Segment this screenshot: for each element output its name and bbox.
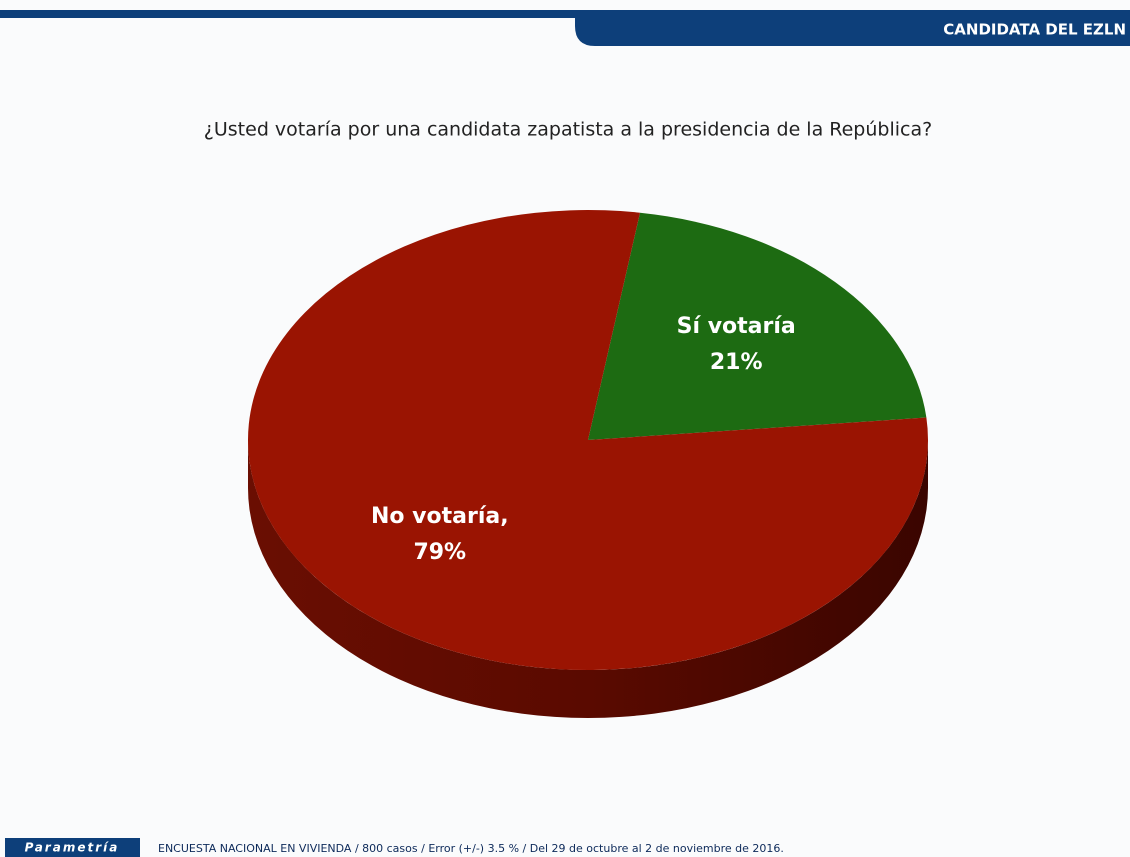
header-tab — [575, 10, 1130, 46]
pie-slice — [247, 209, 928, 671]
slice-value-label: 21% — [710, 350, 763, 375]
pie: Sí votaría 21% No votaría, 79% — [247, 209, 928, 718]
slice-label: No votaría, — [371, 504, 509, 529]
chart-title: ¿Usted votaría por una candidata zapatis… — [204, 119, 932, 141]
header-bar — [0, 10, 1130, 18]
brand-box — [5, 838, 140, 857]
header-title: CANDIDATA DEL EZLN — [943, 21, 1126, 39]
slice-value-label: 79% — [413, 540, 466, 565]
brand: Parametría — [25, 841, 120, 855]
pie-side — [248, 440, 928, 718]
slice-label: Sí votaría — [677, 314, 796, 339]
pie-slice — [588, 212, 927, 440]
footer-note: ENCUESTA NACIONAL EN VIVIENDA / 800 caso… — [158, 842, 784, 855]
